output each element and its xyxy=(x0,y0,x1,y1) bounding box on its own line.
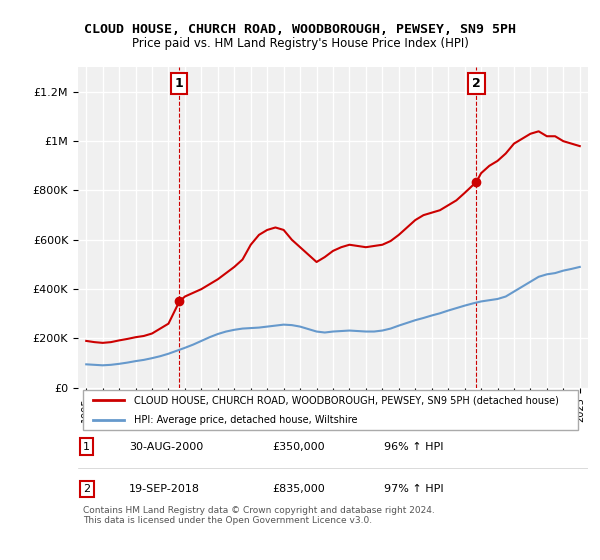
Text: CLOUD HOUSE, CHURCH ROAD, WOODBOROUGH, PEWSEY, SN9 5PH (detached house): CLOUD HOUSE, CHURCH ROAD, WOODBOROUGH, P… xyxy=(134,395,559,405)
Text: £835,000: £835,000 xyxy=(272,484,325,494)
Text: 96% ↑ HPI: 96% ↑ HPI xyxy=(384,442,443,452)
Text: Contains HM Land Registry data © Crown copyright and database right 2024.
This d: Contains HM Land Registry data © Crown c… xyxy=(83,506,435,525)
Text: 19-SEP-2018: 19-SEP-2018 xyxy=(129,484,200,494)
Text: 30-AUG-2000: 30-AUG-2000 xyxy=(129,442,203,452)
Text: CLOUD HOUSE, CHURCH ROAD, WOODBOROUGH, PEWSEY, SN9 5PH: CLOUD HOUSE, CHURCH ROAD, WOODBOROUGH, P… xyxy=(84,24,516,36)
Text: £350,000: £350,000 xyxy=(272,442,325,452)
Text: HPI: Average price, detached house, Wiltshire: HPI: Average price, detached house, Wilt… xyxy=(134,415,358,425)
Text: 2: 2 xyxy=(472,77,481,90)
FancyBboxPatch shape xyxy=(83,390,578,431)
Text: 2: 2 xyxy=(83,484,90,494)
Text: Price paid vs. HM Land Registry's House Price Index (HPI): Price paid vs. HM Land Registry's House … xyxy=(131,38,469,50)
Text: 1: 1 xyxy=(83,442,90,452)
Text: 97% ↑ HPI: 97% ↑ HPI xyxy=(384,484,443,494)
Text: 1: 1 xyxy=(175,77,184,90)
